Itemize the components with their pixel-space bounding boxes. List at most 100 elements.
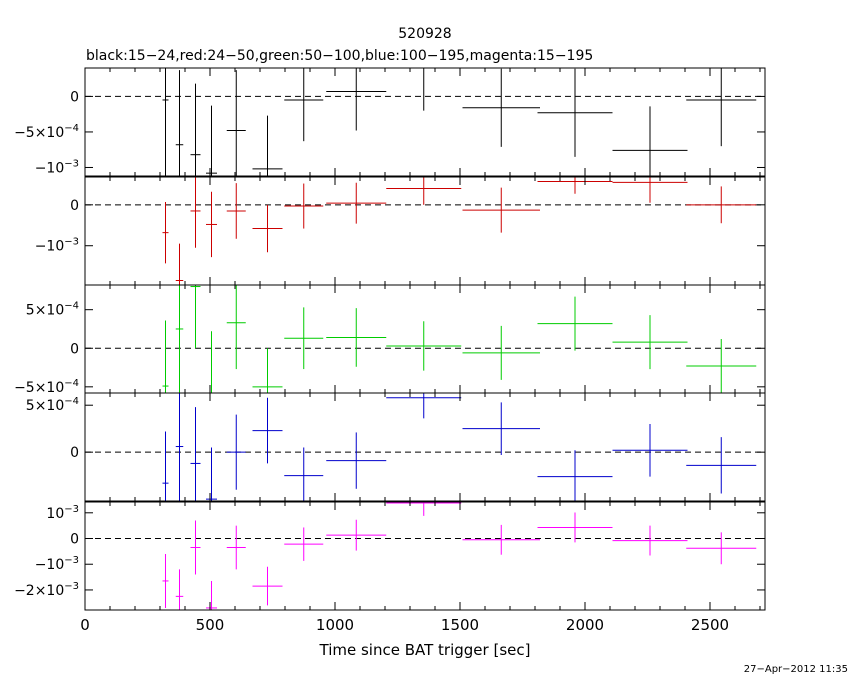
data-point <box>686 68 757 147</box>
data-point <box>537 296 613 351</box>
data-point <box>326 519 387 551</box>
data-point <box>284 447 324 501</box>
chart-title: 520928 <box>398 26 451 42</box>
data-point <box>537 68 613 157</box>
data-point <box>162 320 169 393</box>
data-point <box>190 520 201 575</box>
panel-red: 0 −10−3 <box>35 176 766 286</box>
series-blue <box>162 393 757 501</box>
data-point <box>284 183 324 229</box>
y-tick-label: −5×10−4 <box>14 123 79 141</box>
data-point <box>226 70 246 176</box>
data-point <box>326 182 387 224</box>
panel-green: 5×10−4 0 −5×10−4 <box>14 284 766 396</box>
x-tick-label: 500 <box>196 616 225 634</box>
data-point <box>686 532 757 565</box>
panels-group: 0−5×10−4−10−30−10−35×10−40−5×10−45×10−40… <box>14 67 766 611</box>
y-tick-label: −10−3 <box>35 158 79 176</box>
y-tick-label: 0 <box>70 532 79 548</box>
x-tick-label: 1000 <box>316 616 354 634</box>
data-point <box>386 321 462 371</box>
footer-timestamp: 27−Apr−2012 11:35 <box>744 664 848 675</box>
y-tick-label: 0 <box>70 445 79 461</box>
data-point <box>252 348 283 393</box>
data-point <box>175 285 184 393</box>
series-green <box>162 285 757 393</box>
data-point <box>206 447 217 501</box>
x-axis-label: Time since BAT trigger [sec] <box>319 641 531 659</box>
data-point <box>462 68 540 147</box>
data-point <box>537 450 613 501</box>
data-point <box>537 177 613 194</box>
x-tick-label: 2500 <box>691 616 729 634</box>
data-point <box>175 569 184 610</box>
data-point <box>252 204 283 253</box>
y-tick-label: 5×10−4 <box>26 301 79 319</box>
data-point <box>226 183 246 239</box>
data-point <box>386 68 462 111</box>
panel-blue: 5×10−4 0 <box>26 392 766 502</box>
y-tick-label: 0 <box>70 198 79 214</box>
data-point <box>612 106 688 176</box>
data-point <box>326 308 387 367</box>
series-black <box>162 68 757 176</box>
data-point <box>190 407 201 501</box>
y-tick-label: 10−3 <box>46 504 79 522</box>
data-point <box>462 524 540 555</box>
data-point <box>386 502 462 516</box>
data-point <box>190 83 201 176</box>
data-point <box>162 553 169 608</box>
data-point <box>326 68 387 131</box>
panel-magenta: 10−3 0 −10−3 −2×10−3 <box>14 501 766 611</box>
y-tick-label: −10−3 <box>35 555 79 573</box>
x-tick-label: 1500 <box>441 616 479 634</box>
data-point <box>175 393 184 501</box>
data-point <box>252 566 283 606</box>
data-point <box>162 68 169 176</box>
x-axis: 0 500 1000 1500 2000 2500 <box>80 616 729 634</box>
data-point <box>326 432 387 489</box>
series-red <box>162 177 757 285</box>
data-point <box>162 201 169 264</box>
y-tick-label: 5×10−4 <box>26 396 79 414</box>
y-tick-label: −2×10−3 <box>14 581 79 599</box>
data-point <box>190 177 201 248</box>
data-point <box>252 115 283 176</box>
y-tick-label: −10−3 <box>35 237 79 255</box>
data-point <box>162 431 169 501</box>
panel-frame <box>84 67 766 177</box>
panel-black: 0 −5×10−4 −10−3 <box>14 67 766 177</box>
panel-frame <box>84 501 766 611</box>
data-point <box>462 402 540 455</box>
data-point <box>386 177 462 205</box>
x-tick-label: 0 <box>80 616 90 634</box>
data-point <box>226 414 246 490</box>
data-point <box>226 525 246 570</box>
data-point <box>537 512 613 543</box>
x-tick-label: 2000 <box>566 616 604 634</box>
data-point <box>686 339 757 393</box>
data-point <box>206 105 217 176</box>
data-point <box>462 325 540 380</box>
data-point <box>206 191 217 258</box>
data-point <box>284 527 324 561</box>
data-point <box>226 285 246 370</box>
data-point <box>206 580 217 610</box>
data-point <box>462 187 540 233</box>
data-point <box>175 70 184 176</box>
y-tick-label: −5×10−4 <box>14 378 79 396</box>
y-tick-label: 0 <box>70 341 79 357</box>
data-point <box>686 437 757 494</box>
data-point <box>284 68 324 142</box>
y-tick-label: 0 <box>70 89 79 105</box>
panel-frame <box>84 176 766 286</box>
data-point <box>686 186 757 224</box>
data-point <box>284 307 324 370</box>
data-point <box>206 331 217 393</box>
data-point <box>190 285 201 349</box>
data-point <box>612 525 688 556</box>
data-point <box>612 177 688 203</box>
series-magenta <box>162 502 757 610</box>
data-point <box>175 243 184 285</box>
